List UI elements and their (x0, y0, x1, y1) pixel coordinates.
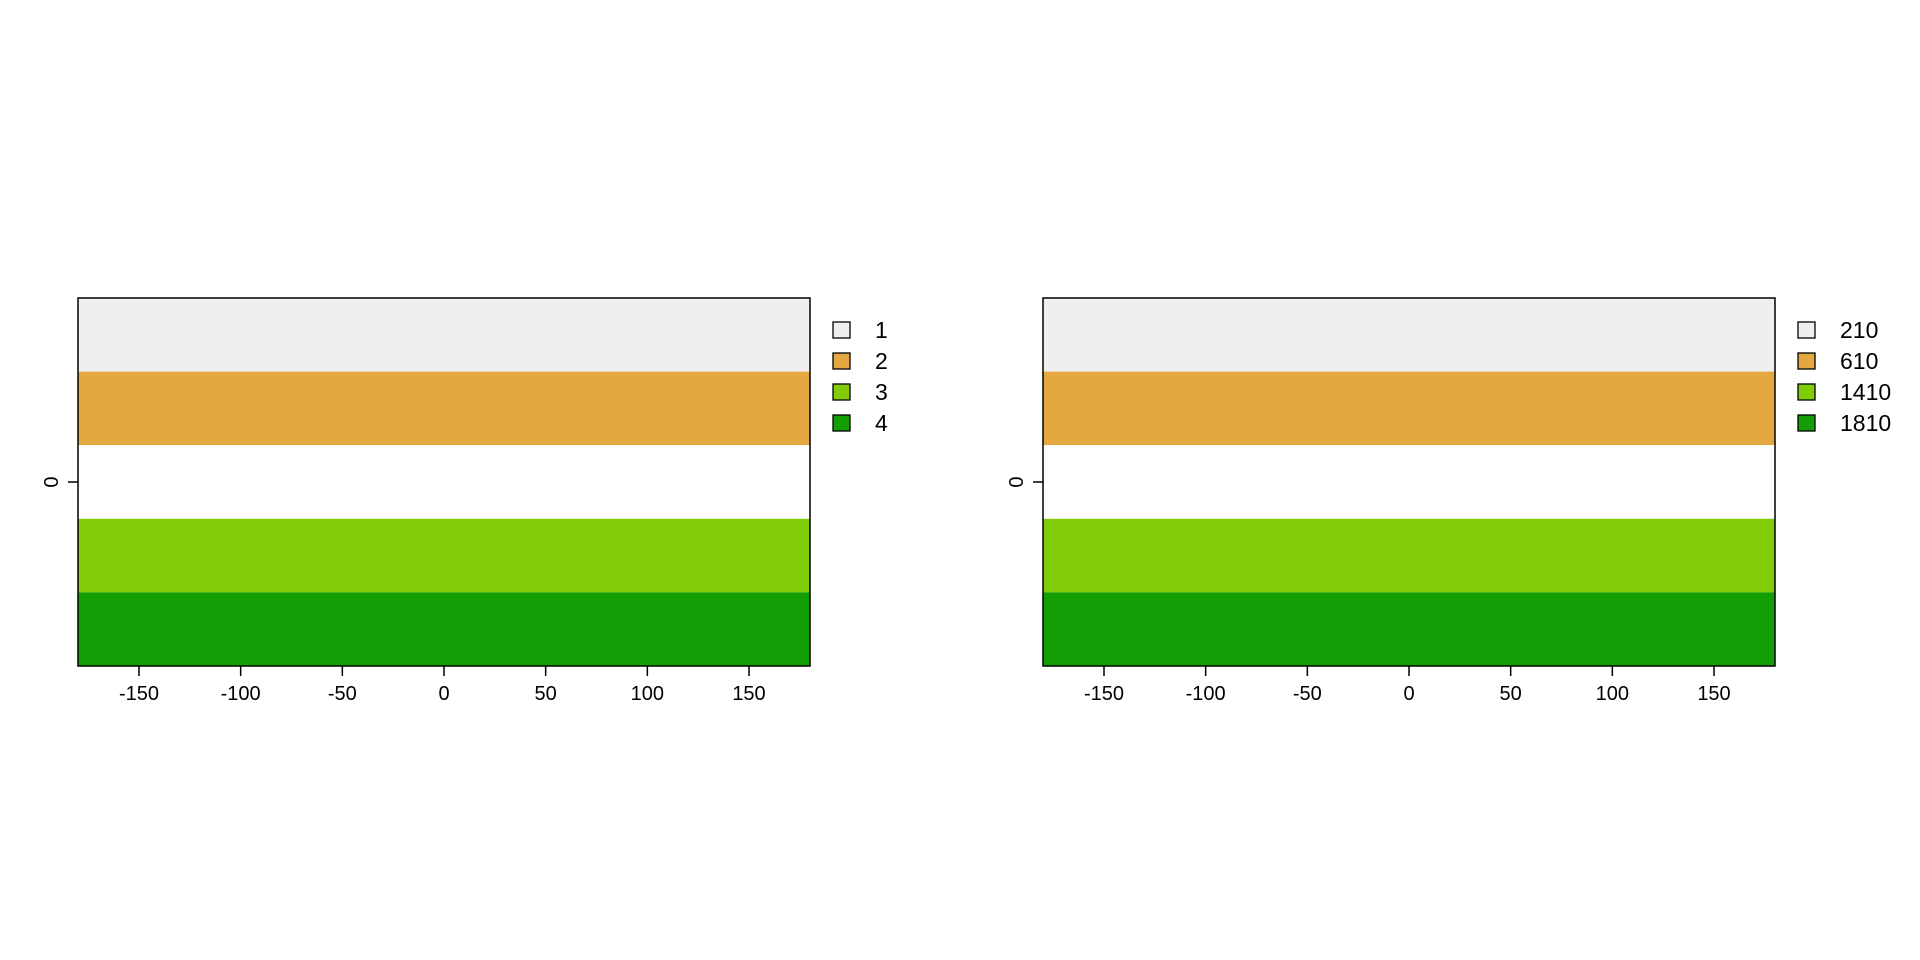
legend-swatch (1797, 321, 1816, 339)
x-tick-label: -50 (1293, 683, 1322, 705)
legend-label: 4 (875, 410, 888, 436)
x-tick-label: 0 (1403, 683, 1414, 705)
legend-label: 2 (875, 348, 888, 374)
legend-label: 1410 (1840, 379, 1891, 405)
raster-band-4 (78, 592, 810, 666)
x-tick-label: 150 (1697, 683, 1730, 705)
x-tick-label: 100 (631, 683, 664, 705)
legend-swatch (1797, 383, 1816, 401)
raster-band-2 (78, 371, 810, 446)
legend-swatch (1797, 414, 1816, 432)
legend-swatch (1797, 352, 1816, 370)
x-tick-label: -150 (119, 683, 159, 705)
x-tick-label: 150 (732, 683, 765, 705)
x-tick-label: -150 (1084, 683, 1124, 705)
legend-label: 3 (875, 379, 888, 405)
x-tick-label: -100 (221, 683, 261, 705)
legend-label: 610 (1840, 348, 1878, 374)
legend-swatch (832, 414, 851, 432)
legend: 1 2 3 4 (832, 317, 888, 436)
x-tick-label: 0 (438, 683, 449, 705)
legend-label: 1 (875, 317, 888, 343)
y-tick-label: 0 (1006, 476, 1028, 487)
raster-band-empty (78, 445, 810, 519)
x-tick-label: -50 (328, 683, 357, 705)
legend-label: 210 (1840, 317, 1878, 343)
raster-band-empty (1043, 445, 1775, 519)
legend: 210 610 1410 1810 (1797, 317, 1891, 436)
legend-swatch (832, 383, 851, 401)
x-tick-label: 50 (1500, 683, 1522, 705)
raster-band-1810 (1043, 592, 1775, 666)
chart-panel-1: -150 -100 -50 0 50 100 150 0 1 2 3 4 (41, 297, 888, 705)
x-tick-label: 100 (1596, 683, 1629, 705)
raster-band-210 (1043, 298, 1775, 372)
raster-band-1410 (1043, 518, 1775, 593)
raster-band-3 (78, 518, 810, 593)
raster-band-610 (1043, 371, 1775, 446)
legend-swatch (832, 321, 851, 339)
legend-swatch (832, 352, 851, 370)
y-tick-label: 0 (41, 476, 63, 487)
legend-label: 1810 (1840, 410, 1891, 436)
raster-band-1 (78, 298, 810, 372)
x-tick-label: -100 (1186, 683, 1226, 705)
x-tick-label: 50 (535, 683, 557, 705)
chart-panel-2: -150 -100 -50 0 50 100 150 0 210 610 1410 1810 (1006, 297, 1891, 705)
